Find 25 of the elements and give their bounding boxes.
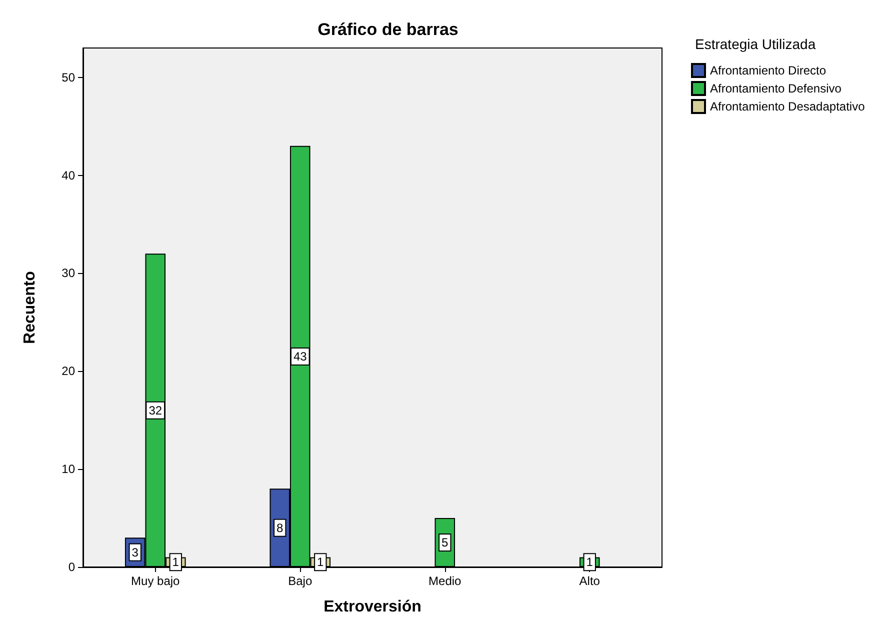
data-label: 1 bbox=[172, 555, 180, 570]
legend-label: Afrontamiento Defensivo bbox=[710, 82, 842, 96]
y-tick-label: 40 bbox=[62, 168, 76, 182]
legend-label: Afrontamiento Directo bbox=[710, 64, 826, 78]
x-axis-title: Extroversión bbox=[324, 598, 422, 616]
x-tick-label: Muy bajo bbox=[131, 574, 180, 588]
y-tick-label: 50 bbox=[62, 70, 76, 84]
x-tick-label: Medio bbox=[428, 574, 462, 588]
y-tick-label: 30 bbox=[62, 266, 76, 280]
x-tick-label: Alto bbox=[579, 574, 600, 588]
data-label: 8 bbox=[276, 520, 284, 535]
legend-label: Afrontamiento Desadaptativo bbox=[710, 100, 866, 114]
data-label: 1 bbox=[317, 555, 324, 570]
y-axis-title: Recuento bbox=[22, 270, 38, 344]
x-tick-label: Bajo bbox=[288, 574, 312, 588]
y-tick-label: 20 bbox=[62, 364, 76, 378]
data-label: 32 bbox=[148, 403, 162, 418]
chart-title: Gráfico de barras bbox=[318, 20, 458, 39]
data-label: 43 bbox=[293, 349, 308, 364]
y-tick-label: 10 bbox=[62, 462, 76, 476]
data-label: 5 bbox=[442, 536, 449, 550]
data-label: 1 bbox=[586, 555, 594, 570]
data-label: 3 bbox=[132, 545, 139, 560]
y-tick-label: 0 bbox=[68, 560, 76, 574]
legend-title: Estrategia Utilizada bbox=[695, 36, 816, 52]
